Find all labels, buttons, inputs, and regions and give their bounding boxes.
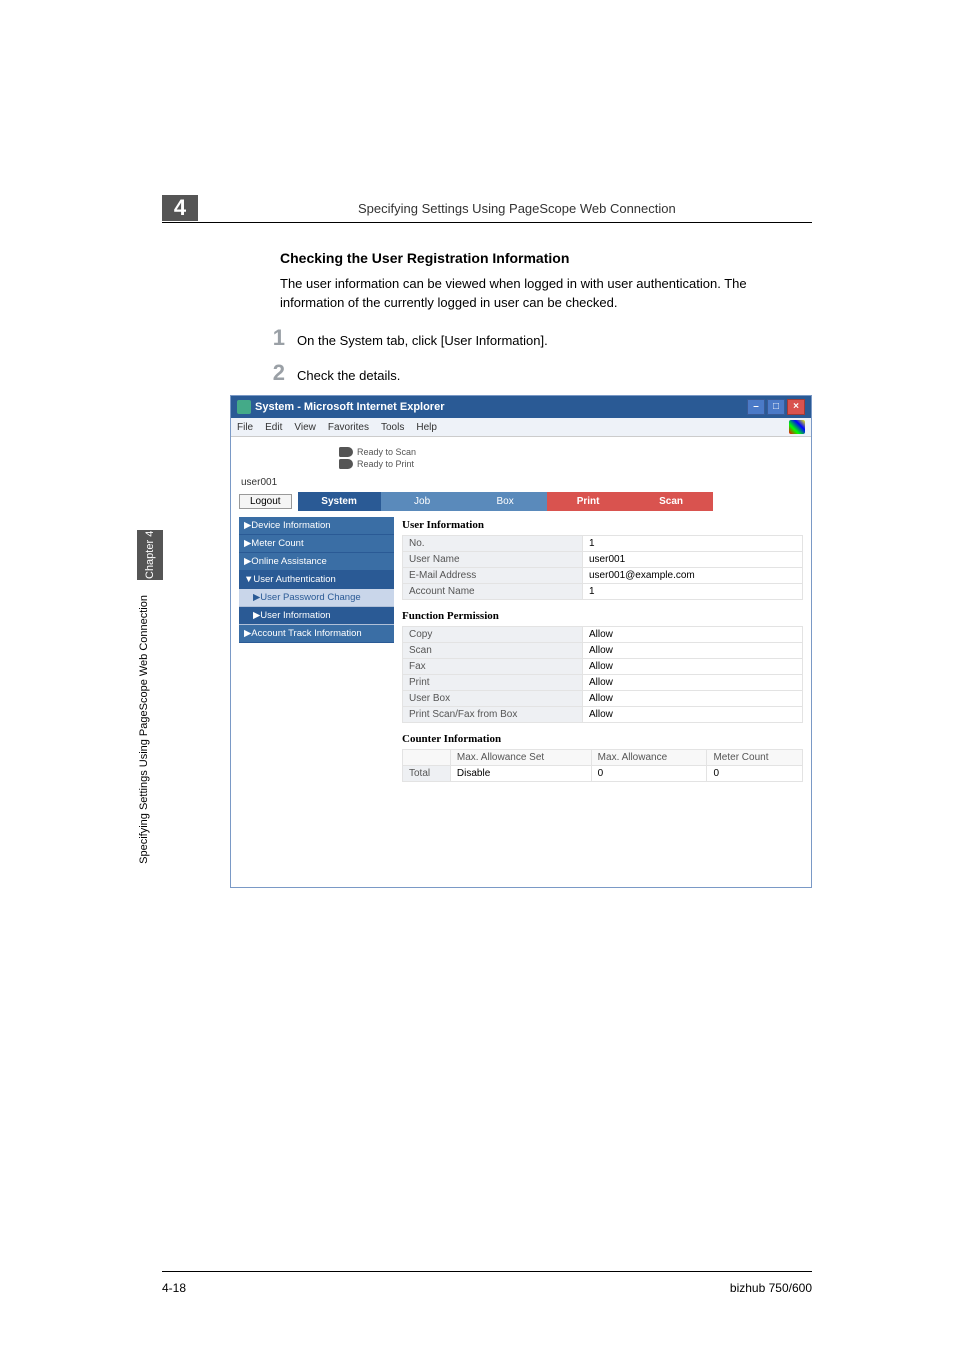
logout-button[interactable]: Logout (239, 494, 292, 509)
sidebar-item-user-information[interactable]: ▶User Information (239, 607, 394, 625)
counter-header-max-allowance: Max. Allowance (591, 750, 707, 766)
counter-table: Max. Allowance Set Max. Allowance Meter … (402, 749, 803, 782)
page-header: Specifying Settings Using PageScope Web … (358, 201, 676, 216)
tab-print[interactable]: Print (547, 492, 630, 511)
table-row: FaxAllow (403, 659, 803, 675)
scanner-status-icon (339, 447, 353, 457)
counter-header-blank (403, 750, 451, 766)
table-row: No.1 (403, 536, 803, 552)
table-row: Max. Allowance Set Max. Allowance Meter … (403, 750, 803, 766)
table-row: Total Disable 0 0 (403, 766, 803, 782)
label-username: User Name (403, 552, 583, 568)
table-row: PrintAllow (403, 675, 803, 691)
sidebar-rotated-title: Specifying Settings Using PageScope Web … (138, 595, 150, 864)
function-permission-table: CopyAllow ScanAllow FaxAllow PrintAllow … (402, 626, 803, 723)
sidebar-item-meter-count[interactable]: ▶Meter Count (239, 535, 394, 553)
table-row: ScanAllow (403, 643, 803, 659)
footer-rule (162, 1271, 812, 1272)
section-counter-information: Counter Information (402, 733, 803, 745)
section-user-information: User Information (402, 519, 803, 531)
window-title: System - Microsoft Internet Explorer (255, 401, 445, 413)
counter-header-max-set: Max. Allowance Set (450, 750, 591, 766)
user-info-table: No.1 User Nameuser001 E-Mail Addressuser… (402, 535, 803, 600)
tab-scan[interactable]: Scan (630, 492, 713, 511)
tab-system[interactable]: System (298, 492, 381, 511)
window-titlebar: System - Microsoft Internet Explorer – □… (231, 396, 811, 418)
step-number-1: 1 (255, 325, 285, 351)
value-print: Allow (583, 675, 803, 691)
intro-paragraph: The user information can be viewed when … (280, 275, 810, 313)
product-name: bizhub 750/600 (730, 1281, 812, 1295)
sidebar-item-device-info[interactable]: ▶Device Information (239, 517, 394, 535)
label-email: E-Mail Address (403, 568, 583, 584)
counter-header-meter-count: Meter Count (707, 750, 803, 766)
value-userbox: Allow (583, 691, 803, 707)
step-text-1: On the System tab, click [User Informati… (297, 333, 548, 348)
scanner-status: Ready to Scan (357, 447, 416, 457)
value-scan: Allow (583, 643, 803, 659)
label-print-scan-fax-box: Print Scan/Fax from Box (403, 707, 583, 723)
value-username: user001 (583, 552, 803, 568)
label-no: No. (403, 536, 583, 552)
menu-edit[interactable]: Edit (265, 422, 282, 433)
value-print-scan-fax-box: Allow (583, 707, 803, 723)
browser-menubar: File Edit View Favorites Tools Help (231, 418, 811, 437)
label-scan: Scan (403, 643, 583, 659)
left-sidebar: ▶Device Information ▶Meter Count ▶Online… (239, 517, 394, 782)
current-user: user001 (241, 477, 803, 488)
section-number: 4 (162, 195, 198, 221)
table-row: Print Scan/Fax from BoxAllow (403, 707, 803, 723)
sidebar-item-account-track[interactable]: ▶Account Track Information (239, 625, 394, 643)
page-number: 4-18 (162, 1281, 186, 1295)
ie-icon (237, 400, 251, 414)
value-fax: Allow (583, 659, 803, 675)
main-content-pane: User Information No.1 User Nameuser001 E… (402, 517, 803, 782)
close-icon[interactable]: × (787, 399, 805, 415)
label-fax: Fax (403, 659, 583, 675)
counter-total-set: Disable (450, 766, 591, 782)
label-print: Print (403, 675, 583, 691)
label-copy: Copy (403, 627, 583, 643)
table-row: User BoxAllow (403, 691, 803, 707)
menu-view[interactable]: View (294, 422, 316, 433)
tab-box[interactable]: Box (464, 492, 547, 511)
table-row: E-Mail Addressuser001@example.com (403, 568, 803, 584)
label-userbox: User Box (403, 691, 583, 707)
section-function-permission: Function Permission (402, 610, 803, 622)
subheading: Checking the User Registration Informati… (280, 250, 569, 266)
printer-status: Ready to Print (357, 459, 414, 469)
menu-tools[interactable]: Tools (381, 422, 404, 433)
sidebar-item-online-assistance[interactable]: ▶Online Assistance (239, 553, 394, 571)
sidebar-chapter-tab: Chapter 4 (137, 530, 163, 580)
label-account-name: Account Name (403, 584, 583, 600)
ie-flag-icon (789, 420, 805, 434)
counter-row-total: Total (403, 766, 451, 782)
minimize-icon[interactable]: – (747, 399, 765, 415)
menu-help[interactable]: Help (416, 422, 437, 433)
value-no: 1 (583, 536, 803, 552)
sidebar-item-user-password-change[interactable]: ▶User Password Change (239, 589, 394, 607)
table-row: Account Name1 (403, 584, 803, 600)
table-row: CopyAllow (403, 627, 803, 643)
counter-total-meter: 0 (707, 766, 803, 782)
menu-file[interactable]: File (237, 422, 253, 433)
table-row: User Nameuser001 (403, 552, 803, 568)
counter-total-max: 0 (591, 766, 707, 782)
maximize-icon[interactable]: □ (767, 399, 785, 415)
header-rule (162, 222, 812, 223)
step-number-2: 2 (255, 360, 285, 386)
menu-favorites[interactable]: Favorites (328, 422, 369, 433)
value-copy: Allow (583, 627, 803, 643)
value-email: user001@example.com (583, 568, 803, 584)
sidebar-item-user-authentication[interactable]: ▼User Authentication (239, 571, 394, 589)
value-account-name: 1 (583, 584, 803, 600)
tab-job[interactable]: Job (381, 492, 464, 511)
printer-status-icon (339, 459, 353, 469)
screenshot-window: System - Microsoft Internet Explorer – □… (230, 395, 812, 888)
step-text-2: Check the details. (297, 368, 400, 383)
